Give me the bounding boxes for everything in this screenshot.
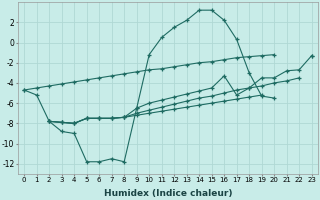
X-axis label: Humidex (Indice chaleur): Humidex (Indice chaleur): [104, 189, 232, 198]
